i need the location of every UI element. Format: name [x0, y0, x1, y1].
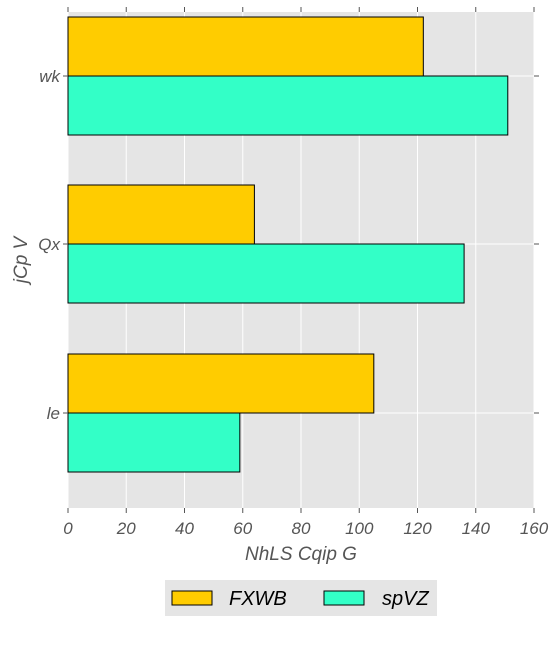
x-tick-label: 160 [520, 519, 549, 538]
legend-label-FXWB: FXWB [229, 588, 287, 610]
legend-label-spVZ: spVZ [382, 588, 429, 610]
x-tick-label: 100 [345, 519, 374, 538]
x-tick-label: 40 [175, 519, 194, 538]
legend-swatch-FXWB [172, 591, 212, 605]
y-axis-label: jCp V [11, 234, 32, 286]
x-tick-label: 80 [292, 519, 311, 538]
bar-spVZ-Qx [68, 244, 464, 303]
bar-FXWB-wk [68, 17, 423, 76]
x-tick-label: 140 [462, 519, 491, 538]
x-axis-label: NhLS Cqip G [245, 544, 357, 565]
x-tick-label: 20 [116, 519, 136, 538]
bar-spVZ-le [68, 413, 240, 472]
y-tick-label: wk [39, 67, 61, 86]
legend-swatch-spVZ [324, 591, 364, 605]
x-tick-label: 120 [403, 519, 432, 538]
bar-FXWB-Qx [68, 185, 254, 244]
legend: FXWB spVZ [165, 580, 437, 616]
bar-FXWB-le [68, 354, 374, 413]
y-tick-label: le [47, 404, 60, 423]
x-tick-label: 0 [63, 519, 73, 538]
x-tick-label: 60 [233, 519, 252, 538]
y-tick-label: Qx [38, 235, 60, 254]
bar-spVZ-wk [68, 76, 508, 135]
